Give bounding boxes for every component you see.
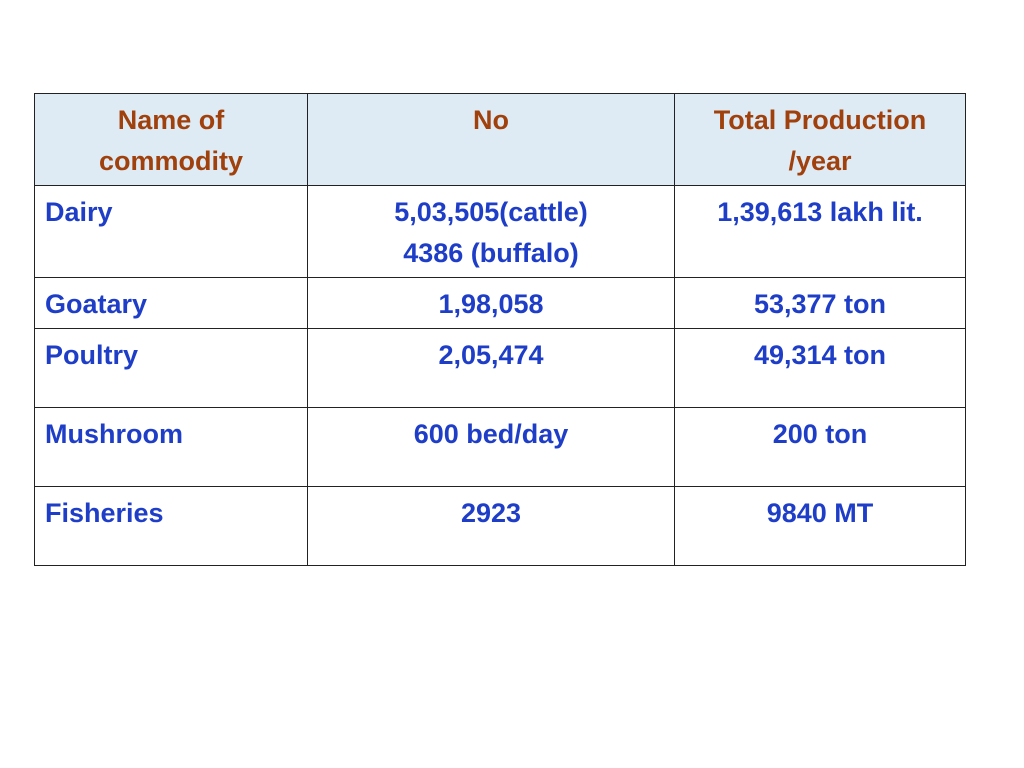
table-row-dairy: Dairy 5,03,505(cattle) 4386 (buffalo) 1,… <box>34 185 966 278</box>
commodity-name-cell: Fisheries <box>34 486 308 566</box>
count-cell: 1,98,058 <box>307 277 675 329</box>
table-row-fisheries: Fisheries 2923 9840 MT <box>34 486 966 566</box>
count-cell: 2923 <box>307 486 675 566</box>
commodity-name-cell: Mushroom <box>34 407 308 487</box>
count-line-2: 4386 (buffalo) <box>403 238 579 268</box>
commodity-name-cell: Dairy <box>34 185 308 278</box>
table-row-mushroom: Mushroom 600 bed/day 200 ton <box>34 407 966 487</box>
count-cell: 600 bed/day <box>307 407 675 487</box>
commodity-name-cell: Poultry <box>34 328 308 408</box>
header-production-line-2: /year <box>788 146 852 176</box>
commodity-name-cell: Goatary <box>34 277 308 329</box>
header-name-of-commodity: Name of commodity <box>34 93 308 186</box>
production-cell: 1,39,613 lakh lit. <box>674 185 966 278</box>
header-no: No <box>307 93 675 186</box>
commodity-production-table: Name of commodity No Total Production /y… <box>34 93 966 566</box>
header-production-line-1: Total Production <box>713 105 927 135</box>
production-cell: 49,314 ton <box>674 328 966 408</box>
count-cell: 5,03,505(cattle) 4386 (buffalo) <box>307 185 675 278</box>
table-row-goatary: Goatary 1,98,058 53,377 ton <box>34 277 966 329</box>
table-header-row: Name of commodity No Total Production /y… <box>34 93 966 186</box>
header-no-label: No <box>473 105 509 135</box>
header-name-line-1: Name of <box>117 105 225 135</box>
production-cell: 200 ton <box>674 407 966 487</box>
count-line-1: 5,03,505(cattle) <box>394 197 588 227</box>
production-cell: 9840 MT <box>674 486 966 566</box>
table-row-poultry: Poultry 2,05,474 49,314 ton <box>34 328 966 408</box>
header-name-line-2: commodity <box>98 146 244 176</box>
production-cell: 53,377 ton <box>674 277 966 329</box>
header-total-production: Total Production /year <box>674 93 966 186</box>
count-cell: 2,05,474 <box>307 328 675 408</box>
